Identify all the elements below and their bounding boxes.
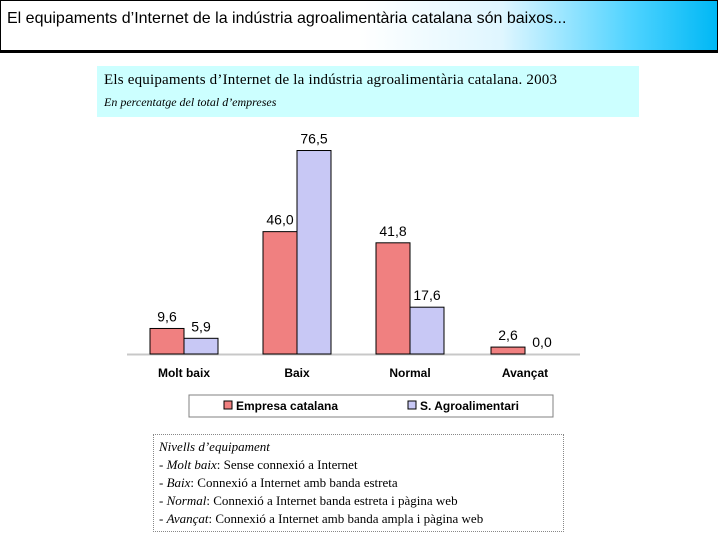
notes-item: - Normal: Connexió a Internet banda estr… bbox=[159, 493, 458, 508]
legend-notes-box: Nivells d’equipament - Molt baix: Sense … bbox=[153, 434, 564, 532]
bar-empresa bbox=[149, 327, 185, 355]
category-label: Molt baix bbox=[158, 366, 210, 380]
data-label: 76,5 bbox=[300, 131, 327, 147]
notes-term: Normal bbox=[166, 493, 207, 508]
category-label: Baix bbox=[284, 366, 310, 380]
bar-empresa bbox=[490, 346, 526, 355]
legend-label-empresa: Empresa catalana bbox=[236, 399, 338, 413]
notes-term: Avançat bbox=[166, 511, 209, 526]
legend-swatch-agro bbox=[407, 400, 417, 410]
data-label: 17,6 bbox=[413, 287, 440, 303]
notes-heading: Nivells d’equipament bbox=[159, 439, 270, 454]
legend-swatch-empresa bbox=[223, 400, 233, 410]
data-label: 41,8 bbox=[379, 223, 406, 239]
data-label: 9,6 bbox=[157, 308, 177, 324]
chart-title: Els equipaments d’Internet de la indústr… bbox=[104, 72, 558, 88]
chart-title-box: Els equipaments d’Internet de la indústr… bbox=[97, 66, 639, 117]
notes-text: : Sense connexió a Internet bbox=[216, 457, 358, 472]
title-banner: El equipaments d’Internet de la indústri… bbox=[0, 0, 718, 53]
category-label: Avançat bbox=[502, 366, 548, 380]
notes-item: - Molt baix: Sense connexió a Internet bbox=[159, 457, 358, 472]
bar-agro bbox=[183, 337, 219, 355]
notes-text: : Connexió a Internet amb banda estreta bbox=[190, 475, 398, 490]
notes-item: - Baix: Connexió a Internet amb banda es… bbox=[159, 475, 398, 490]
data-label: 46,0 bbox=[266, 212, 293, 228]
notes-term: Molt baix bbox=[166, 457, 217, 472]
notes-term: Baix bbox=[166, 475, 191, 490]
chart-subtitle: En percentatge del total d’empreses bbox=[104, 95, 277, 109]
data-label: 5,9 bbox=[191, 318, 211, 334]
notes-text: : Connexió a Internet banda estreta i pà… bbox=[206, 493, 458, 508]
notes-item: - Avançat: Connexió a Internet amb banda… bbox=[159, 511, 484, 526]
bar-empresa bbox=[262, 231, 298, 355]
legend-label-agro: S. Agroalimentari bbox=[420, 399, 519, 413]
category-label: Normal bbox=[389, 366, 430, 380]
bar-agro bbox=[296, 150, 332, 355]
data-label: 0,0 bbox=[532, 334, 552, 350]
bar-agro bbox=[409, 306, 445, 355]
notes-text: : Connexió a Internet amb banda ampla i … bbox=[208, 511, 484, 526]
slide-title: El equipaments d’Internet de la indústri… bbox=[7, 10, 567, 27]
bar-empresa bbox=[375, 242, 411, 355]
legend-box bbox=[188, 394, 554, 418]
data-label: 2,6 bbox=[498, 327, 518, 343]
